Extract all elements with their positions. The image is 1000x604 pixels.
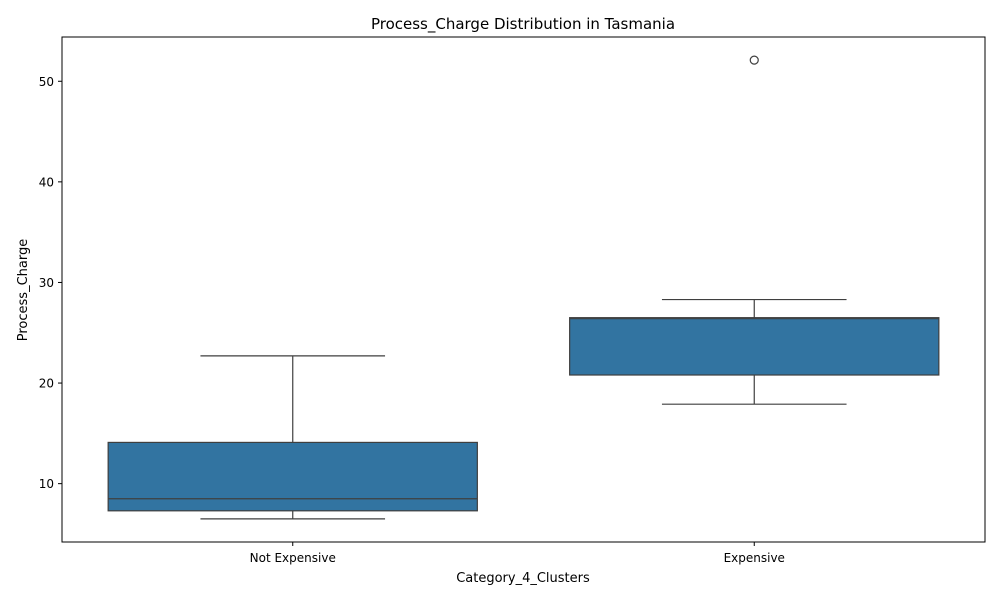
plot-area	[107, 55, 940, 520]
plot-frame	[61, 36, 986, 543]
y-tick-label: 10	[39, 477, 54, 491]
x-tick-label: Expensive	[724, 551, 785, 565]
chart-title: Process_Charge Distribution in Tasmania	[371, 15, 675, 34]
y-tick-label: 30	[39, 276, 54, 290]
y-tick-label: 50	[39, 75, 54, 89]
y-tick-label: 20	[39, 377, 54, 391]
y-tick-label: 40	[39, 175, 54, 189]
y-axis-label: Process_Charge	[16, 239, 31, 341]
x-axis-label: Category_4_Clusters	[456, 571, 590, 586]
axes: 10 20 30 40 50 Not Expensive Expensive	[39, 75, 785, 565]
x-tick-label: Not Expensive	[250, 551, 336, 565]
outlier-point-expensive	[749, 55, 759, 65]
box-not-expensive	[107, 441, 478, 512]
box-expensive	[569, 317, 940, 376]
